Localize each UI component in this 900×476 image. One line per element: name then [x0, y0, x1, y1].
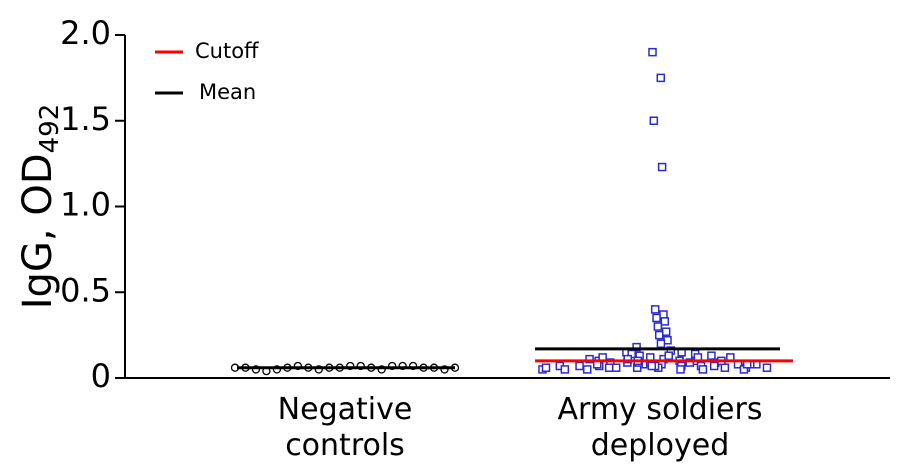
data-point: [657, 162, 667, 172]
data-point: [659, 310, 668, 319]
data-point: [623, 354, 633, 364]
x-tick-label: Army soldiers deployed: [557, 392, 763, 463]
legend-label: Mean: [199, 80, 256, 104]
data-point: [604, 363, 614, 372]
x-tick-label: Negative controls: [277, 392, 413, 463]
data-point: [656, 339, 666, 348]
data-point: [720, 363, 730, 372]
data-point: [649, 116, 659, 125]
data-point: [661, 327, 671, 336]
data-point: [656, 73, 666, 83]
data-point: [611, 363, 621, 372]
data-point: [698, 365, 708, 374]
y-tick-label: 1.0: [60, 186, 111, 224]
data-point: [660, 317, 670, 326]
data-point: [709, 361, 719, 371]
data-point: [707, 351, 716, 360]
y-tick-label: 0.5: [60, 271, 111, 309]
data-point: [653, 322, 663, 331]
data-point: [654, 330, 664, 340]
data-point: [647, 361, 657, 371]
data-point: [541, 363, 551, 372]
data-point: [762, 363, 772, 372]
y-axis-label-subscript: 492: [35, 104, 65, 154]
data-point: [585, 354, 594, 364]
y-tick-label: 0: [91, 357, 111, 395]
data-point: [685, 358, 695, 367]
y-tick-label: 1.5: [60, 100, 111, 138]
data-point: [582, 365, 592, 374]
legend-label: Cutoff: [195, 39, 259, 63]
y-tick-label: 2.0: [60, 14, 111, 52]
data-point: [575, 361, 584, 371]
data-point: [664, 351, 673, 360]
data-point: [560, 365, 570, 374]
data-point: [650, 305, 660, 314]
data-point: [632, 342, 641, 352]
y-axis-label-text: IgG, OD: [15, 153, 61, 309]
data-point: [652, 313, 661, 323]
data-point: [676, 365, 685, 374]
data-point: [648, 47, 657, 57]
y-axis-label: IgG, OD492: [15, 104, 65, 310]
